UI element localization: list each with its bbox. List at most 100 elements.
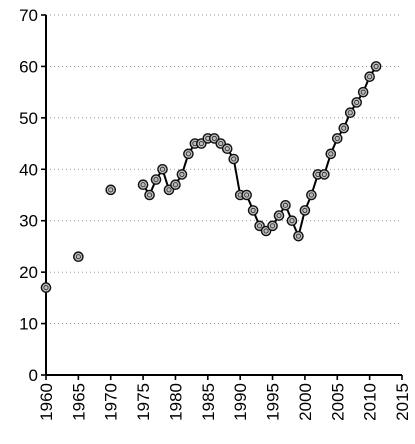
data-point xyxy=(293,230,304,242)
data-point xyxy=(228,153,240,165)
data-point-marker-inner xyxy=(166,187,172,193)
x-tick-label: 1970 xyxy=(102,383,121,421)
data-point-marker-inner xyxy=(218,141,224,147)
data-point xyxy=(286,215,298,227)
data-point-marker-inner xyxy=(185,151,191,157)
data-point-marker-inner xyxy=(172,182,178,188)
data-point-marker xyxy=(267,220,278,232)
data-point xyxy=(370,61,382,72)
data-point xyxy=(144,189,155,201)
data-point xyxy=(40,282,52,293)
data-point-marker-inner xyxy=(321,171,327,177)
data-point-marker xyxy=(221,143,233,155)
data-point xyxy=(331,133,343,144)
y-tick-label: 20 xyxy=(19,263,38,282)
data-point-marker xyxy=(280,199,291,211)
x-tick-label: 1960 xyxy=(37,383,56,421)
y-tick-label: 70 xyxy=(19,6,38,25)
x-tick-label: 1965 xyxy=(69,383,88,421)
x-tick-label: 1985 xyxy=(199,383,218,421)
data-point-marker-inner xyxy=(270,223,276,229)
data-point xyxy=(344,107,356,119)
data-point-marker-inner xyxy=(302,207,308,213)
data-point-marker-inner xyxy=(282,202,288,208)
data-point xyxy=(170,179,181,191)
y-tick-label: 30 xyxy=(19,212,38,231)
data-point-marker-inner xyxy=(198,141,204,147)
data-point-marker-inner xyxy=(160,166,166,172)
data-point-marker-inner xyxy=(347,110,353,116)
data-point-marker-inner xyxy=(179,171,185,177)
data-point-marker xyxy=(357,86,369,98)
data-point-marker-inner xyxy=(244,192,250,198)
data-point xyxy=(221,143,233,155)
x-tick-label: 2010 xyxy=(361,383,380,421)
data-point xyxy=(319,169,330,180)
data-point xyxy=(105,184,117,196)
data-point-marker-inner xyxy=(75,254,81,260)
y-axis-tick-labels: 0 10 20 30 40 50 60 70 xyxy=(19,6,38,385)
series-markers xyxy=(40,61,382,293)
x-tick-label: 1990 xyxy=(231,383,250,421)
data-point-marker xyxy=(105,184,117,196)
data-point-marker-inner xyxy=(224,146,230,152)
data-point xyxy=(325,148,337,160)
data-point xyxy=(299,205,311,216)
data-point-marker xyxy=(247,205,259,216)
data-point-marker xyxy=(241,189,252,201)
y-tick-label: 50 xyxy=(19,109,38,128)
data-point-marker-inner xyxy=(147,192,153,198)
x-tick-label: 1975 xyxy=(134,383,153,421)
data-point-marker-inner xyxy=(354,99,360,105)
data-point-marker xyxy=(286,215,298,227)
data-point xyxy=(137,179,149,191)
data-point-marker xyxy=(331,133,343,144)
tick-marks xyxy=(41,14,403,380)
data-point-marker xyxy=(73,251,84,263)
data-point-marker xyxy=(40,282,52,293)
data-point-marker xyxy=(351,97,362,108)
data-point-marker-inner xyxy=(328,151,334,157)
data-point-marker xyxy=(293,230,304,242)
data-point-marker-inner xyxy=(43,285,49,291)
data-point xyxy=(338,122,350,134)
data-point-marker-inner xyxy=(360,89,366,95)
data-point-marker-inner xyxy=(257,223,263,229)
data-point-marker-inner xyxy=(308,192,314,198)
data-point xyxy=(306,189,317,201)
y-tick-label: 40 xyxy=(19,160,38,179)
data-point-marker-inner xyxy=(373,63,379,69)
y-tick-label: 0 xyxy=(29,366,38,385)
data-point-marker xyxy=(228,153,240,165)
data-point-marker xyxy=(150,174,162,185)
y-tick-label: 10 xyxy=(19,315,38,334)
data-point-marker xyxy=(299,205,311,216)
axes xyxy=(45,15,402,376)
data-point xyxy=(267,220,278,232)
x-tick-label: 2005 xyxy=(328,383,347,421)
data-point-marker xyxy=(176,169,188,180)
data-point-marker xyxy=(370,61,382,72)
data-point xyxy=(241,189,252,201)
data-point xyxy=(150,174,162,185)
data-point-marker xyxy=(319,169,330,180)
data-point xyxy=(73,251,84,263)
y-tick-label: 60 xyxy=(19,57,38,76)
data-point-marker xyxy=(325,148,337,160)
data-point xyxy=(176,169,188,180)
data-point-marker-inner xyxy=(108,187,114,193)
data-point-marker xyxy=(344,107,356,119)
data-point xyxy=(351,97,362,108)
data-point-marker-inner xyxy=(250,207,256,213)
data-point-marker-inner xyxy=(334,135,340,141)
series-line xyxy=(142,65,378,238)
data-point xyxy=(364,71,375,83)
data-point-marker-inner xyxy=(153,177,159,183)
data-point-marker xyxy=(157,163,168,175)
x-tick-label: 1980 xyxy=(166,383,185,421)
data-point xyxy=(280,199,291,211)
data-point-marker xyxy=(273,210,285,221)
data-point-marker xyxy=(338,122,350,134)
x-tick-label: 1995 xyxy=(264,383,283,421)
data-point-marker-inner xyxy=(276,213,282,219)
